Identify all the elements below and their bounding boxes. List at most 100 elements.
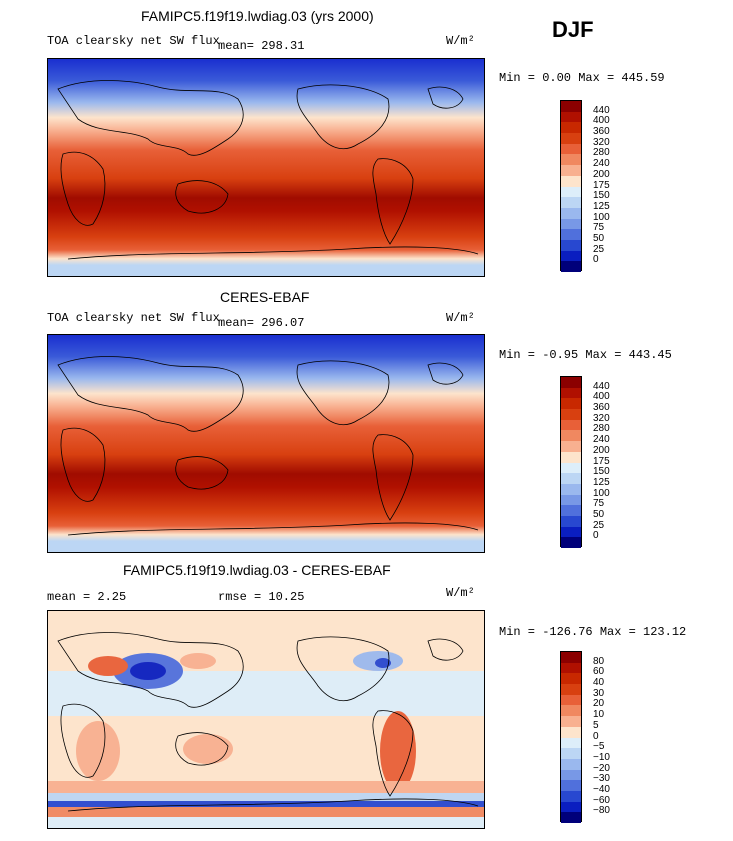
colorbar-swatch: [561, 175, 581, 187]
colorbar-swatch: [561, 462, 581, 474]
panel3-colorbar: [560, 651, 582, 823]
colorbar-tick-label: 400: [593, 391, 610, 403]
colorbar-swatch: [561, 197, 581, 208]
colorbar-tick-label: 100: [593, 487, 610, 499]
colorbar-tick-label: 25: [593, 243, 605, 255]
colorbar-tick-label: 240: [593, 434, 610, 446]
panel3-rmse: rmse = 10.25: [218, 590, 305, 604]
panel2-mean: mean= 296.07: [218, 316, 305, 330]
colorbar-tick-label: 0: [593, 530, 599, 542]
colorbar-tick-label: 400: [593, 115, 610, 127]
colorbar-swatch: [561, 111, 581, 123]
panel2-variable-label: TOA clearsky net SW flux: [47, 311, 220, 325]
colorbar-tick-label: 280: [593, 147, 610, 159]
colorbar-tick-label: 280: [593, 423, 610, 435]
colorbar-tick-label: 175: [593, 455, 610, 467]
colorbar-tick-label: 50: [593, 508, 605, 520]
colorbar-tick-label: 125: [593, 200, 610, 212]
colorbar-swatch: [561, 218, 581, 230]
panel1-map-field: [48, 59, 484, 276]
colorbar-swatch: [561, 737, 581, 749]
colorbar-swatch: [561, 133, 581, 144]
colorbar-tick-label: 75: [593, 222, 605, 234]
panel2-map: [47, 334, 485, 553]
colorbar-swatch: [561, 673, 581, 685]
colorbar-swatch: [561, 705, 581, 717]
colorbar-swatch: [561, 716, 581, 727]
season-label: DJF: [552, 17, 594, 42]
panel1-title: FAMIPC5.f19f19.lwdiag.03 (yrs 2000): [141, 8, 374, 24]
colorbar-tick-label: 80: [593, 655, 605, 667]
colorbar-swatch: [561, 790, 581, 802]
colorbar-tick-label: 25: [593, 519, 605, 531]
colorbar-swatch: [561, 101, 581, 112]
colorbar-tick-label: 20: [593, 698, 605, 710]
colorbar-swatch: [561, 122, 581, 134]
panel1-mean: mean= 298.31: [218, 39, 305, 53]
colorbar-swatch: [561, 165, 581, 176]
colorbar-swatch: [561, 748, 581, 759]
panel2-map-field: [48, 335, 484, 552]
colorbar-tick-label: 200: [593, 444, 610, 456]
colorbar-swatch: [561, 186, 581, 198]
panel1-map: [47, 58, 485, 277]
panel3-map: [47, 610, 485, 829]
colorbar-tick-label: −80: [593, 805, 610, 817]
panel3-map-field: [48, 611, 484, 828]
colorbar-swatch: [561, 430, 581, 442]
colorbar-swatch: [561, 537, 581, 548]
panel1-variable-label: TOA clearsky net SW flux: [47, 34, 220, 48]
colorbar-tick-label: 5: [593, 719, 599, 731]
colorbar-swatch: [561, 409, 581, 420]
colorbar-tick-label: −5: [593, 741, 605, 753]
panel3-minmax: Min = -126.76 Max = 123.12: [499, 625, 687, 639]
colorbar-swatch: [561, 801, 581, 813]
colorbar-tick-label: 60: [593, 666, 605, 678]
colorbar-tick-label: 40: [593, 677, 605, 689]
colorbar-swatch: [561, 398, 581, 410]
colorbar-swatch: [561, 758, 581, 770]
colorbar-swatch: [561, 812, 581, 823]
colorbar-swatch: [561, 239, 581, 251]
colorbar-tick-label: 0: [593, 730, 599, 742]
panel2-colorbar: [560, 376, 582, 548]
colorbar-tick-label: −20: [593, 762, 610, 774]
colorbar-tick-label: 150: [593, 466, 610, 478]
colorbar-swatch: [561, 473, 581, 484]
panel1-minmax: Min = 0.00 Max = 445.59: [499, 71, 665, 85]
panel3-units: W/m²: [446, 586, 475, 600]
colorbar-swatch: [561, 451, 581, 463]
colorbar-tick-label: 100: [593, 211, 610, 223]
colorbar-swatch: [561, 207, 581, 219]
colorbar-swatch: [561, 154, 581, 166]
colorbar-swatch: [561, 261, 581, 272]
colorbar-swatch: [561, 494, 581, 506]
colorbar-tick-label: −30: [593, 773, 610, 785]
colorbar-swatch: [561, 694, 581, 706]
colorbar-tick-label: 75: [593, 498, 605, 510]
colorbar-swatch: [561, 684, 581, 695]
colorbar-tick-label: 320: [593, 412, 610, 424]
panel3-title: FAMIPC5.f19f19.lwdiag.03 - CERES-EBAF: [123, 562, 391, 578]
colorbar-tick-label: 360: [593, 402, 610, 414]
colorbar-swatch: [561, 377, 581, 388]
colorbar-tick-label: −60: [593, 794, 610, 806]
panel3-mean: mean = 2.25: [47, 590, 127, 604]
colorbar-tick-label: 50: [593, 232, 605, 244]
colorbar-swatch: [561, 726, 581, 738]
colorbar-swatch: [561, 483, 581, 495]
colorbar-swatch: [561, 662, 581, 674]
colorbar-tick-label: −10: [593, 751, 610, 763]
colorbar-swatch: [561, 229, 581, 240]
colorbar-tick-label: 175: [593, 179, 610, 191]
panel1-colorbar: [560, 100, 582, 272]
panel2-units: W/m²: [446, 311, 475, 325]
colorbar-swatch: [561, 780, 581, 791]
panel2-title: CERES-EBAF: [220, 289, 310, 305]
colorbar-tick-label: 320: [593, 136, 610, 148]
colorbar-tick-label: −40: [593, 783, 610, 795]
panel2-minmax: Min = -0.95 Max = 443.45: [499, 348, 672, 362]
colorbar-swatch: [561, 526, 581, 538]
colorbar-swatch: [561, 769, 581, 781]
panel1-units: W/m²: [446, 34, 475, 48]
